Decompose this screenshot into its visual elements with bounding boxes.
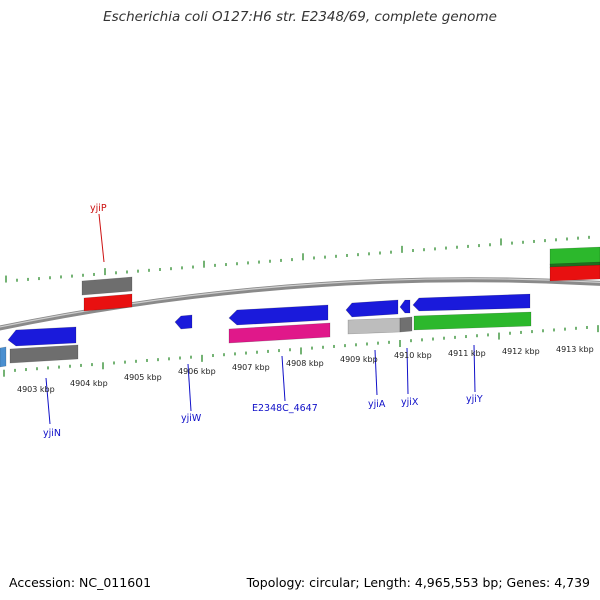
gene-block-green xyxy=(549,246,600,266)
gene-label-yjiA[interactable]: yjiA xyxy=(368,399,386,410)
kbp-label-4905: 4905 kbp xyxy=(124,373,162,382)
leader-yjiA xyxy=(374,349,378,396)
gene-block-magenta xyxy=(228,322,331,344)
gene-label-yjiY[interactable]: yjiY xyxy=(466,394,483,405)
leader-E2348C_4647 xyxy=(281,355,286,402)
feature-tracks xyxy=(0,246,600,368)
kbp-label-4907: 4907 kbp xyxy=(232,363,270,372)
kbp-label-4903: 4903 kbp xyxy=(17,385,55,394)
gene-block-yjiW xyxy=(174,314,193,330)
gene-label-yjiP[interactable]: yjiP xyxy=(90,203,107,214)
map-title: Escherichia coli O127:H6 str. E2348/69, … xyxy=(103,9,497,25)
gene-block-yjiA xyxy=(345,299,399,318)
kbp-label-4911: 4911 kbp xyxy=(448,349,486,358)
gene-label-yjiN[interactable]: yjiN xyxy=(43,428,61,439)
gene-block-E2348C_4647 xyxy=(228,304,329,326)
gene-block-gray xyxy=(81,276,133,296)
genome-backbone-highlight xyxy=(0,278,600,328)
gene-block-yjiX xyxy=(399,299,411,314)
outer-tick-ring xyxy=(5,235,590,283)
gene-block-yjiY xyxy=(412,293,531,312)
leader-yjiP xyxy=(98,213,105,263)
kbp-label-4910: 4910 kbp xyxy=(394,351,432,360)
kbp-labels: 4903 kbp 4904 kbp 4905 kbp 4906 kbp 4907 kbp… xyxy=(17,345,594,394)
leader-yjiX xyxy=(406,347,409,395)
leader-yjiY xyxy=(473,344,476,393)
gene-block-red xyxy=(83,293,133,312)
kbp-label-4906: 4906 kbp xyxy=(178,367,216,376)
gene-block-yjiN xyxy=(7,326,77,347)
kbp-label-4909: 4909 kbp xyxy=(340,355,378,364)
accession-label: Accession: NC_011601 xyxy=(9,575,152,590)
inner-tick-ring xyxy=(3,325,599,377)
gene-label-yjiW[interactable]: yjiW xyxy=(181,413,202,424)
gene-block-light-gray xyxy=(347,317,401,335)
genome-stats-label: Topology: circular; Length: 4,965,553 bp… xyxy=(246,575,590,590)
gene-labels: yjiP yjiN yjiW E2348C_4647 yjiA yjiX yjiY xyxy=(43,203,483,439)
leader-yjiW xyxy=(187,363,192,412)
genome-backbone xyxy=(0,277,600,331)
kbp-label-4904: 4904 kbp xyxy=(70,379,108,388)
gene-label-yjiX[interactable]: yjiX xyxy=(401,397,419,408)
kbp-label-4908: 4908 kbp xyxy=(286,359,324,368)
gene-block-gray xyxy=(9,344,79,364)
gene-label-E2348C_4647[interactable]: E2348C_4647 xyxy=(252,403,318,414)
gene-block-red xyxy=(549,264,600,282)
kbp-label-4913: 4913 kbp xyxy=(556,345,594,354)
leader-yjiN xyxy=(45,377,51,425)
kbp-label-4912: 4912 kbp xyxy=(502,347,540,356)
label-leaders xyxy=(45,213,476,425)
gene-block-edge xyxy=(0,346,7,368)
gene-block-dark-gray xyxy=(399,316,413,333)
gene-block-green xyxy=(413,311,532,331)
